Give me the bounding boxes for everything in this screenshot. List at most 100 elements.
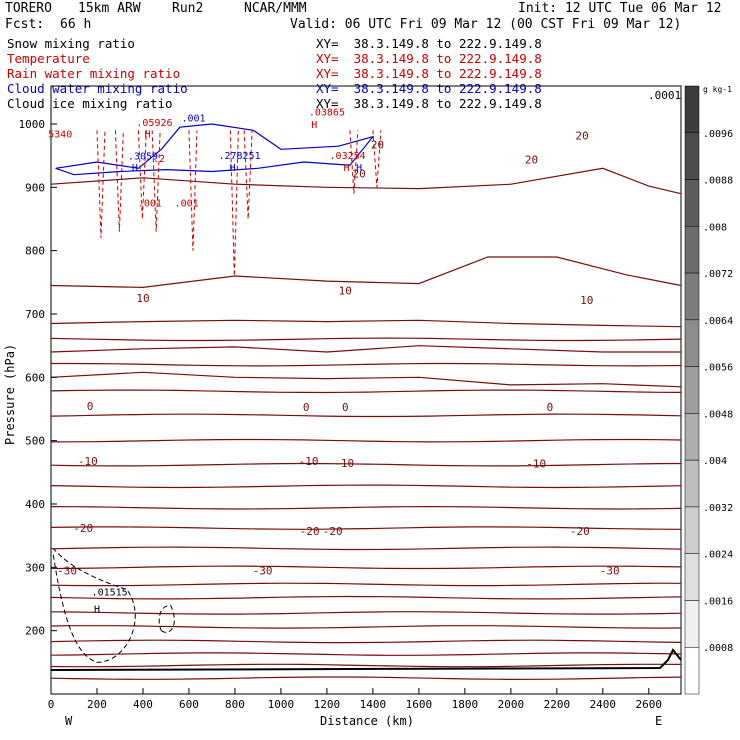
center-label: NCAR/MMM: [244, 1, 307, 16]
y-tick-label: 200: [25, 625, 45, 638]
temperature-labels: -30 -30 -30-20 -20 -20 -20-10 -10 -10 -100 0 0 0101…: [57, 129, 620, 577]
field-label: H: [94, 605, 100, 616]
isotherm-label: 0: [303, 401, 310, 414]
isotherm-line: [50, 526, 682, 530]
x-tick-label: 2200: [544, 698, 571, 711]
colorbar-swatch: [684, 272, 700, 321]
cloud-ice-contour: [158, 604, 175, 633]
field-label: H: [132, 163, 138, 174]
isotherm-label: -20: [300, 525, 320, 538]
isotherm-label: -10: [78, 455, 98, 468]
isotherm-label: -20: [323, 525, 343, 538]
colorbar-swatch: [684, 85, 700, 134]
x-tick-label: 800: [225, 698, 245, 711]
y-tick-label: 400: [25, 498, 45, 511]
forecast-hour: 66 h: [60, 17, 92, 32]
colorbar-swatch: [684, 506, 700, 554]
colorbar-unit: g kg-1: [703, 85, 732, 94]
x-tick-label: 600: [179, 698, 199, 711]
precip-contours: [52, 123, 382, 663]
isotherm-label: -30: [600, 565, 620, 578]
isotherm-line: [50, 595, 682, 600]
west-label: W: [65, 714, 73, 728]
isotherm-line: [50, 389, 682, 394]
isotherm-line: [50, 505, 682, 510]
isotherm-label: -10: [299, 455, 319, 468]
field-labels: H.01515.001.001H.3059H.059265340H.278251…: [48, 107, 366, 615]
y-tick-label: 900: [25, 181, 45, 194]
colorbar-label: .0024: [703, 550, 733, 561]
isotherm-line: [50, 663, 682, 668]
x-tick-label: 1000: [268, 698, 295, 711]
x-tick-label: 1600: [406, 698, 433, 711]
colorbar-label: .0016: [703, 596, 733, 607]
isotherm-lines: [50, 167, 682, 681]
x-tick-label: 2400: [590, 698, 617, 711]
isotherm-line: [50, 652, 682, 656]
east-label: E: [655, 714, 662, 728]
isotherm-line: [50, 438, 682, 443]
y-tick-label: 600: [25, 371, 45, 384]
isotherm-label: -30: [253, 565, 273, 578]
field-rain-xy: XY= 38.3.149.8 to 222.9.149.8: [316, 66, 542, 81]
field-label: H: [343, 163, 349, 174]
y-axis-ticks: 200 300 400 500 600 700 800 900 1000: [19, 118, 57, 638]
field-label: .001: [182, 114, 206, 125]
isotherm-line: [50, 413, 682, 418]
cloud-ice-contour: [52, 548, 136, 663]
field-label: H: [311, 120, 317, 131]
x-tick-label: 0: [48, 698, 55, 711]
x-tick-label: 400: [133, 698, 153, 711]
terrain-line: [50, 648, 682, 671]
isotherm-line: [50, 371, 682, 388]
y-axis-label: Pressure (hPa): [3, 344, 17, 445]
isotherm-line: [50, 462, 682, 467]
colorbar-swatch: [684, 226, 700, 274]
rain-contour: [137, 130, 147, 220]
y-tick-label: 1000: [19, 118, 46, 131]
colorbar-label: .0032: [703, 503, 733, 514]
isotherm-line: [50, 582, 682, 587]
isotherm-label: 10: [136, 292, 149, 305]
isotherm-line: [50, 611, 682, 615]
colorbar-swatch: [684, 459, 700, 508]
isotherm-label: 20: [576, 129, 589, 142]
field-rain-name: Rain water mixing ratio: [7, 66, 181, 81]
colorbar-label: .0088: [703, 176, 733, 187]
x-axis-label: Distance (km): [320, 714, 414, 728]
field-temperature-xy: XY= 38.3.149.8 to 222.9.149.8: [316, 51, 542, 66]
valid-time: Valid: 06 UTC Fri 09 Mar 12 (00 CST Fri …: [290, 17, 682, 32]
y-tick-label: 500: [25, 435, 45, 448]
isotherm-label: 10: [339, 285, 352, 298]
isotherm-label: 20: [352, 167, 365, 180]
model-name: TORERO: [5, 1, 52, 16]
isotherm-line: [50, 256, 682, 289]
isotherm-label: 20: [371, 138, 384, 151]
isotherm-line: [50, 345, 681, 353]
colorbar-label: .0072: [703, 269, 733, 280]
plot-frame: [50, 85, 682, 695]
isotherm-label: -10: [334, 457, 354, 470]
field-cloudwater-name: Cloud water mixing ratio: [7, 81, 188, 96]
field-label: .03254: [330, 151, 366, 162]
colorbar-swatch: [684, 132, 700, 180]
colorbar-swatch: [684, 646, 700, 695]
rain-contour: [151, 130, 161, 232]
field-label: 5340: [48, 130, 72, 141]
field-label: H: [145, 130, 151, 141]
field-label: H: [356, 163, 362, 174]
isotherm-label: 0: [87, 400, 94, 413]
isotherm-line: [50, 167, 682, 195]
colorbar-swatch: [684, 413, 700, 461]
field-snow-xy: XY= 38.3.149.8 to 222.9.149.8: [316, 36, 542, 51]
colorbar-swatch: [684, 319, 700, 367]
isotherm-label: 0: [547, 401, 554, 414]
x-tick-label: 1400: [360, 698, 387, 711]
isotherm-label: 20: [525, 153, 538, 166]
colorbar-label: .0008: [703, 643, 733, 654]
field-label: H: [230, 163, 236, 174]
isotherm-line: [50, 676, 682, 681]
field-cloudwater-xy: XY= 38.3.149.8 to 222.9.149.8: [316, 81, 542, 96]
field-label: .001: [138, 199, 162, 210]
